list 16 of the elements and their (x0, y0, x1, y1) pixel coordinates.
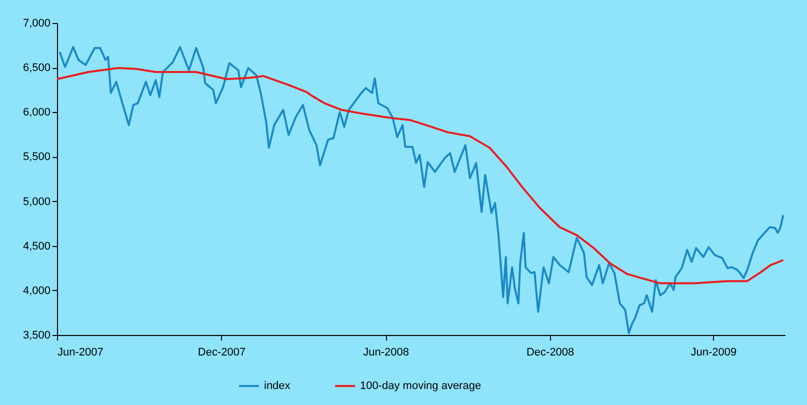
y-tick-label: 6,000 (22, 106, 50, 119)
y-tick-label: 5,000 (22, 196, 50, 208)
y-tick-label: 3,500 (22, 330, 50, 342)
y-tick-label: 4,500 (22, 240, 50, 252)
legend-label: index (264, 380, 291, 392)
x-tick-label: Dec-2008 (526, 346, 574, 358)
line-series (56, 67, 784, 284)
legend-label: 100-day moving average (360, 380, 482, 392)
y-tick-label: 7,000 (22, 18, 50, 30)
y-tick-label: 4,000 (22, 284, 50, 297)
x-tick-label: Jun-2008 (363, 346, 409, 358)
y-tick-label: 5,500 (22, 151, 50, 164)
y-tick-label: 6,500 (22, 62, 50, 74)
x-tick-label: Jun-2007 (58, 346, 104, 358)
x-tick-label: Dec-2007 (198, 346, 246, 358)
x-tick-label: Jun-2009 (690, 346, 737, 358)
